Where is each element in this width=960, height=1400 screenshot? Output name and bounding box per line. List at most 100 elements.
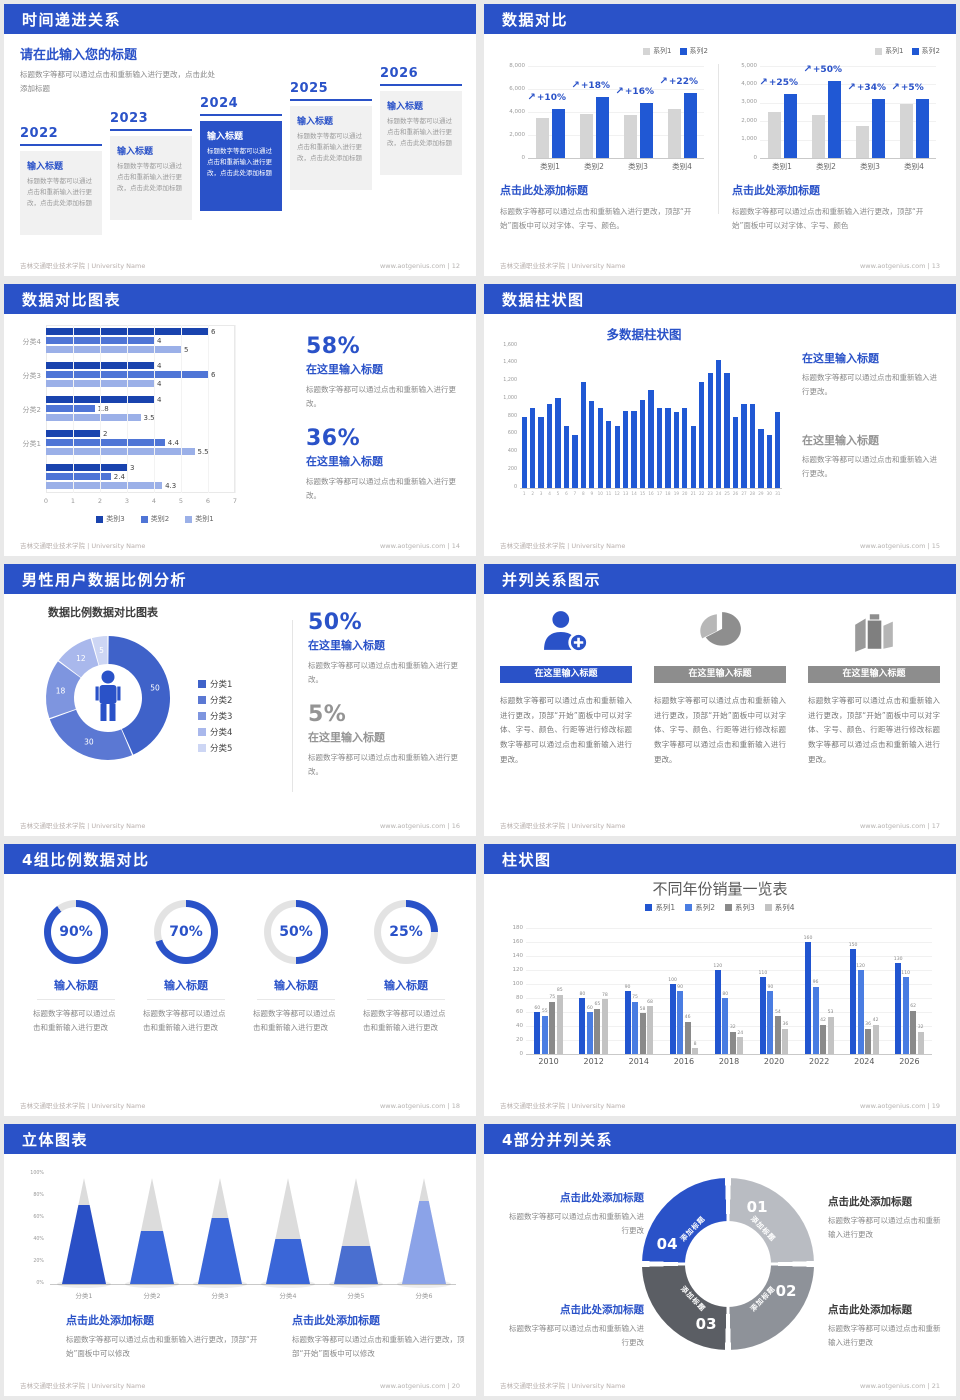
item-heading: 输入标题 — [384, 979, 428, 992]
milestone-2026: 2026 输入标题 标题数字等都可以通过点击和重新输入进行更改，点击此处添加标题 — [380, 66, 462, 175]
section-heading[interactable]: 请在此输入您的标题 — [20, 48, 138, 63]
milestone-box[interactable]: 输入标题 标题数字等都可以通过点击和重新输入进行更改，点击此处添加标题 — [200, 121, 282, 211]
footer-url-page[interactable]: www.aotgenius.com | 16 — [379, 822, 460, 830]
progress-item[interactable]: 25% 输入标题 标题数字等都可以通过点击和重新输入进行更改 — [360, 900, 452, 1036]
progress-item[interactable]: 90% 输入标题 标题数字等都可以通过点击和重新输入进行更改 — [30, 900, 122, 1036]
panel-heading[interactable]: 点击此处添加标题 — [500, 184, 588, 197]
x-axis-label: 2026 — [899, 1057, 920, 1066]
slide-column-chart[interactable]: 数据柱状图 多数据柱状图 0 200 400 600 800 1,000 1,200 1,40… — [484, 284, 956, 556]
stat-body: 标题数字等都可以通过点击和重新输入进行更改。 — [306, 385, 456, 408]
slide-timeline[interactable]: 时间递进关系 请在此输入您的标题 标题数字等都可以通过点击和重新输入进行更改，点… — [4, 4, 476, 276]
growth-annotation: ↗ +34% — [848, 83, 886, 94]
x-axis-label: 11 — [606, 491, 612, 496]
y-axis-tick: 20 — [516, 1036, 523, 1043]
milestone-box-title: 输入标题 — [297, 117, 334, 127]
progress-item[interactable]: 50% 输入标题 标题数字等都可以通过点击和重新输入进行更改 — [250, 900, 342, 1036]
bar-数据-3 — [538, 417, 544, 488]
bar-数据-9 — [589, 401, 595, 488]
note-heading[interactable]: 点击此处添加标题 — [560, 1304, 644, 1316]
bar-系列4-2026 — [917, 1031, 924, 1054]
slide-progress-rings[interactable]: 4组比例数据对比 90% 输入标题 标题数字等都可以通过点击和重新输入进行更改 70%… — [4, 844, 476, 1116]
bar-value-label: 4 — [157, 395, 162, 404]
legend-label: 系列1 — [653, 47, 672, 55]
slide-title: 数据对比图表 — [22, 291, 122, 309]
milestone-line — [290, 99, 372, 101]
stat-heading[interactable]: 在这里输入标题 — [802, 434, 879, 447]
note-heading[interactable]: 点击此处添加标题 — [828, 1304, 912, 1316]
bar-系列2-类别3 — [871, 99, 885, 158]
slide-hbar-chart[interactable]: 数据对比图表 分类4 6 4 5 分类3 4 6 4 分类2 4 1.8 3.5 分类1 2 4.4 5.5 3… — [4, 284, 476, 556]
legend-item: 分类1 — [198, 678, 232, 690]
milestone-box[interactable]: 输入标题 标题数字等都可以通过点击和重新输入进行更改，点击此处添加标题 — [380, 91, 462, 175]
footer-url-page[interactable]: www.aotgenius.com | 17 — [859, 822, 940, 830]
y-axis-tick: 180 — [512, 924, 524, 931]
x-axis-tick: 5 — [178, 497, 184, 505]
bar-value-label: 60 — [534, 1005, 541, 1011]
stat-heading[interactable]: 在这里输入标题 — [306, 363, 383, 376]
stat-heading[interactable]: 在这里输入标题 — [306, 455, 383, 468]
slide-yearly-bar-chart[interactable]: 柱状图 不同年份销量一览表 系列1 系列2 系列3 系列4 0 20 40 60 80 100 1… — [484, 844, 956, 1116]
milestone-box[interactable]: 输入标题 标题数字等都可以通过点击和重新输入进行更改，点击此处添加标题 — [110, 136, 192, 220]
slide-data-comparison[interactable]: 数据对比 系列1 系列2 0 2,000 4,000 6,000 8,000 类别1 ↗ +10… — [484, 4, 956, 276]
bar-value-label: 1.8 — [97, 404, 109, 413]
x-axis-label: 分类2 — [143, 1292, 161, 1300]
stat-heading[interactable]: 在这里输入标题 — [308, 639, 385, 652]
column-header[interactable]: 在这里输入标题 — [500, 666, 632, 683]
footer-url-page[interactable]: www.aotgenius.com | 15 — [859, 542, 940, 550]
slide-title-bar: 4组比例数据对比 — [4, 844, 476, 874]
y-axis-tick: 60% — [33, 1215, 44, 1220]
x-axis-label: 30 — [766, 491, 772, 496]
legend-label: 类别1 — [195, 515, 214, 523]
slide-donut-analysis[interactable]: 男性用户数据比例分析 数据比例数据对比图表 50 30 18 12 5 分类1 分类2 分类… — [4, 564, 476, 836]
gridline — [760, 102, 936, 104]
stat-heading[interactable]: 在这里输入标题 — [308, 731, 385, 744]
progress-item[interactable]: 70% 输入标题 标题数字等都可以通过点击和重新输入进行更改 — [140, 900, 232, 1036]
x-axis-line — [526, 1054, 932, 1055]
slide-parallel-relation[interactable]: 并列关系图示 在这里输入标题 标题数字等都可以通过点击和重新输入进行更改，顶部“开… — [484, 564, 956, 836]
footer-url-page[interactable]: www.aotgenius.com | 19 — [859, 1102, 940, 1110]
x-axis-label: 2016 — [673, 1057, 695, 1066]
cone-分类6 — [402, 1178, 446, 1284]
y-axis-tick: 40 — [516, 1022, 523, 1029]
column-header[interactable]: 在这里输入标题 — [808, 666, 940, 683]
milestone-box[interactable]: 输入标题 标题数字等都可以通过点击和重新输入进行更改，点击此处添加标题 — [290, 106, 372, 190]
bar-value-label: 4.4 — [167, 438, 179, 447]
slide-4-part-wheel[interactable]: 4部分并列关系 01 添加标题 02 添加标题 03 添加标题 04 添加标题 点击此处添加标… — [484, 1124, 956, 1396]
slide-3d-cone-chart[interactable]: 立体图表 100% 80% 60% 40% 20% 0% 分类1 分类2 分类3 分类4 分类5 分类… — [4, 1124, 476, 1396]
milestone-line — [380, 84, 462, 86]
y-axis-tick: 100% — [30, 1171, 44, 1176]
panel-heading[interactable]: 点击此处添加标题 — [732, 184, 820, 197]
y-axis-tick: 5,000 — [741, 62, 757, 69]
bar-数据-11 — [606, 420, 612, 488]
x-axis-label: 2014 — [628, 1057, 649, 1066]
slide-title: 并列关系图示 — [502, 571, 602, 589]
footer-url-page[interactable]: www.aotgenius.com | 13 — [859, 262, 940, 270]
bar-数据-8 — [580, 381, 587, 488]
y-axis-tick: 140 — [512, 952, 524, 959]
footer-url-page[interactable]: www.aotgenius.com | 20 — [379, 1382, 460, 1390]
note-heading[interactable]: 点击此处添加标题 — [66, 1314, 154, 1327]
bar-系列1-2026 — [895, 963, 902, 1054]
legend-swatch — [645, 904, 653, 911]
footer-url-page[interactable]: www.aotgenius.com | 18 — [379, 1102, 460, 1110]
legend-swatch — [764, 904, 772, 911]
cone-base-shadow — [329, 1280, 383, 1288]
note-heading[interactable]: 点击此处添加标题 — [560, 1192, 644, 1204]
bar-系列4-2016 — [692, 1048, 699, 1054]
footer-url-page[interactable]: www.aotgenius.com | 12 — [379, 262, 460, 270]
bar-系列1-2012 — [579, 998, 586, 1054]
bar-系列2-2014 — [632, 1001, 638, 1054]
milestone-line — [200, 114, 282, 116]
x-axis-label: 21 — [690, 491, 696, 496]
stat-heading[interactable]: 在这里输入标题 — [802, 352, 879, 365]
footer-url-page[interactable]: www.aotgenius.com | 21 — [859, 1382, 940, 1390]
note-heading[interactable]: 点击此处添加标题 — [828, 1196, 912, 1208]
y-axis-tick: 0% — [36, 1281, 44, 1286]
chart-legend: 类别3 类别2 类别1 — [20, 514, 290, 524]
note-heading[interactable]: 点击此处添加标题 — [292, 1314, 380, 1327]
column-header[interactable]: 在这里输入标题 — [654, 666, 786, 683]
heading-underline — [37, 999, 115, 1000]
footer-url-page[interactable]: www.aotgenius.com | 14 — [379, 542, 460, 550]
milestone-box[interactable]: 输入标题 标题数字等都可以通过点击和重新输入进行更改，点击此处添加标题 — [20, 151, 102, 235]
x-axis-label: 2012 — [583, 1057, 604, 1066]
